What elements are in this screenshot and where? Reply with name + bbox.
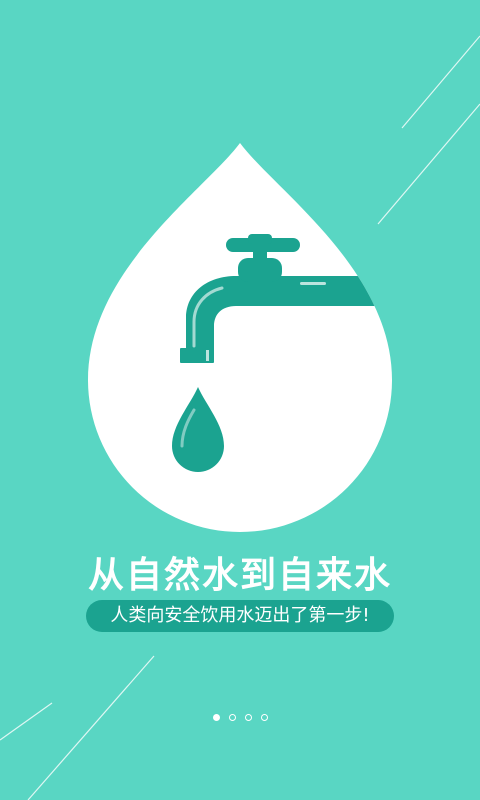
page-dot-2[interactable] [228, 713, 236, 721]
page-dot-4[interactable] [260, 713, 268, 721]
page-dot-1[interactable] [212, 713, 220, 721]
onboarding-subtitle: 人类向安全饮用水迈出了第一步! [86, 600, 394, 632]
onboarding-headline: 从自然水到自来水 [87, 554, 392, 596]
page-dot-3[interactable] [244, 713, 252, 721]
page-indicator[interactable] [0, 710, 480, 724]
water-drop-icon [172, 387, 224, 472]
faucet-in-water-drop-icon [88, 143, 392, 532]
